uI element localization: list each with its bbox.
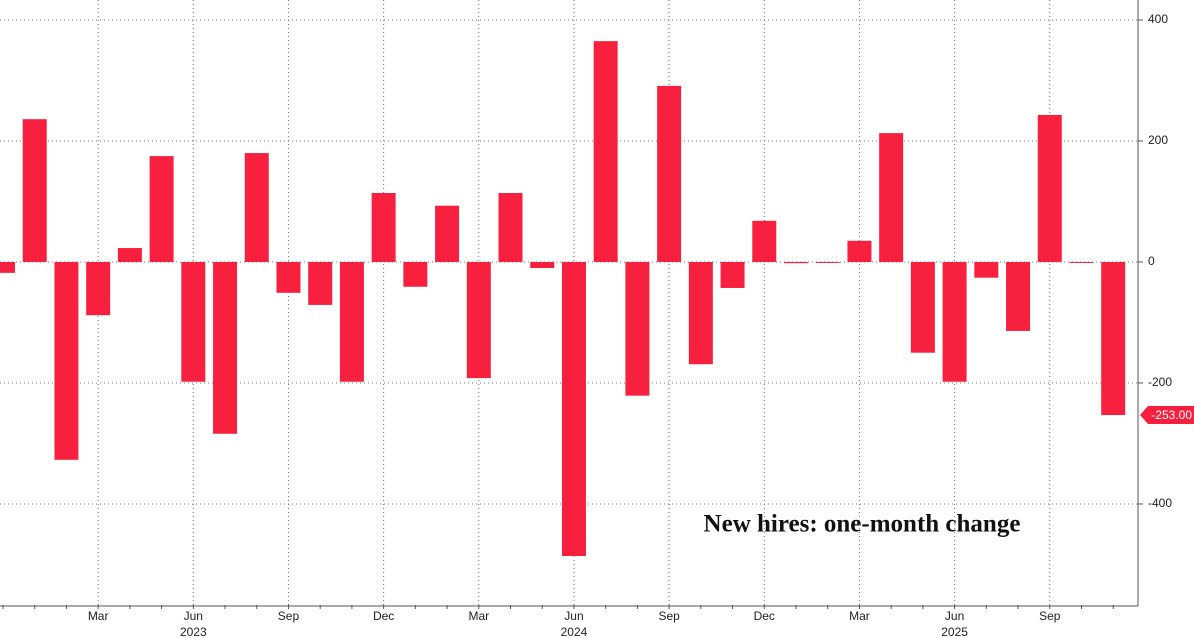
bar [86, 261, 111, 316]
bar [498, 192, 523, 262]
bar [276, 261, 301, 293]
bar [561, 261, 586, 556]
x-tick-label: Dec [754, 609, 775, 623]
y-tick-label: -400 [1148, 496, 1172, 510]
bar [339, 261, 364, 382]
x-year-label: 2025 [941, 625, 968, 638]
bar [815, 261, 840, 263]
value-tag [1140, 406, 1194, 425]
x-tick-label: Sep [1039, 609, 1061, 623]
x-tick-label: Jun [184, 609, 203, 623]
y-tick-label: 200 [1148, 133, 1168, 147]
x-tick-label: Mar [468, 609, 489, 623]
bar [847, 240, 872, 262]
bar [942, 261, 967, 382]
bar [466, 261, 491, 379]
bar [117, 248, 142, 262]
bar [625, 261, 650, 396]
bar [22, 119, 47, 262]
bar [244, 153, 269, 262]
annotation: New hires: one-month change [704, 511, 1021, 538]
bar [1037, 114, 1062, 262]
y-tick-label: -200 [1148, 375, 1172, 389]
bar [974, 261, 999, 278]
y-tick-label: 400 [1148, 12, 1168, 26]
bar [879, 133, 904, 262]
bar [752, 220, 777, 262]
bar [403, 261, 428, 287]
bar [688, 261, 713, 365]
x-tick-label: Sep [278, 609, 300, 623]
bar [0, 261, 15, 273]
bar [720, 261, 745, 288]
x-tick-label: Mar [88, 609, 109, 623]
bar [1101, 261, 1126, 416]
bar [530, 261, 555, 269]
bar [149, 156, 174, 262]
bar [213, 261, 238, 434]
bar [657, 85, 682, 262]
x-tick-label: Mar [849, 609, 870, 623]
x-tick-label: Jun [945, 609, 964, 623]
bar [308, 261, 333, 305]
y-tick-label: 0 [1148, 254, 1155, 268]
x-tick-label: Sep [658, 609, 680, 623]
x-tick-label: Dec [373, 609, 394, 623]
x-tick-label: Jun [564, 609, 583, 623]
bar [1069, 261, 1094, 263]
value-label: -253.00 [1151, 408, 1192, 422]
bar [784, 261, 808, 264]
bar [435, 205, 460, 262]
bar [593, 41, 618, 262]
bar [371, 192, 396, 262]
x-year-label: 2023 [180, 625, 207, 638]
bar [54, 261, 79, 460]
x-year-label: 2024 [561, 625, 588, 638]
bar [910, 261, 935, 353]
bar [1006, 261, 1031, 331]
bar [181, 261, 206, 382]
